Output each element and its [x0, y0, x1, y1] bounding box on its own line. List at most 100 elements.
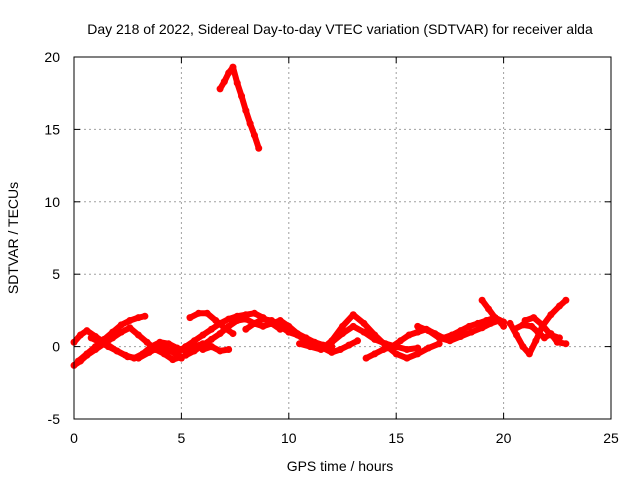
data-point [296, 340, 304, 348]
series-arc-7 [186, 309, 237, 338]
data-point [238, 92, 246, 100]
data-point [457, 327, 465, 335]
data-point [207, 335, 215, 343]
data-point [130, 354, 138, 362]
data-point [207, 343, 215, 351]
data-point [122, 351, 130, 359]
data-marks [70, 63, 570, 369]
data-point [485, 305, 493, 313]
data-point [182, 343, 190, 351]
data-point [328, 338, 336, 346]
data-point [414, 344, 422, 352]
data-point [371, 350, 379, 358]
data-point [126, 324, 134, 332]
data-point [255, 144, 263, 152]
x-tick-label: 0 [70, 430, 78, 446]
data-point [540, 334, 548, 342]
y-tick-label: 5 [52, 266, 60, 282]
series-arc-10 [296, 311, 443, 362]
data-point [76, 331, 84, 339]
data-point [379, 345, 387, 353]
data-point [388, 343, 396, 351]
data-point [139, 350, 147, 358]
data-point [199, 331, 207, 339]
data-point [457, 332, 465, 340]
data-point [403, 354, 411, 362]
data-point [424, 344, 432, 352]
data-point [91, 343, 99, 351]
data-point [212, 317, 220, 325]
data-point [156, 338, 164, 346]
data-point [109, 328, 117, 336]
data-point [246, 120, 254, 128]
data-point [360, 328, 368, 336]
data-point [478, 324, 486, 332]
data-point [547, 331, 555, 339]
data-point [525, 350, 533, 358]
plot-frame [73, 56, 612, 420]
data-point [134, 331, 142, 339]
series-arc-18 [216, 63, 263, 152]
data-point [512, 331, 520, 339]
data-point [87, 334, 95, 342]
y-tick-label: 20 [44, 49, 60, 65]
data-point [306, 343, 314, 351]
data-point [220, 78, 228, 86]
data-point [328, 348, 336, 356]
data-point [216, 85, 224, 93]
data-point [186, 314, 194, 322]
data-point [562, 340, 570, 348]
data-point [532, 337, 540, 345]
data-point [547, 311, 555, 319]
data-point [96, 338, 104, 346]
y-tick-label: 15 [44, 121, 60, 137]
x-axis-label: GPS time / hours [287, 458, 394, 474]
data-point [242, 325, 250, 333]
data-point [345, 341, 353, 349]
data-point [242, 107, 250, 115]
data-point [169, 356, 177, 364]
x-tick-label: 5 [178, 430, 186, 446]
data-point [190, 347, 198, 355]
data-point [562, 296, 570, 304]
data-point [414, 350, 422, 358]
series-arc-8 [199, 343, 233, 355]
series-arc-17 [521, 314, 563, 342]
series-arc-14 [478, 296, 508, 330]
data-point [500, 322, 508, 330]
data-point [446, 337, 454, 345]
data-point [349, 311, 357, 319]
data-point [117, 328, 125, 336]
data-point [268, 317, 276, 325]
data-point [104, 343, 112, 351]
data-point [220, 324, 228, 332]
data-point [538, 321, 546, 329]
data-point [207, 325, 215, 333]
data-point [467, 328, 475, 336]
data-point [360, 319, 368, 327]
data-point [143, 338, 151, 346]
data-point [225, 315, 233, 323]
data-point [165, 340, 173, 348]
data-point [474, 319, 482, 327]
data-point [478, 296, 486, 304]
data-point [233, 79, 241, 87]
data-point [487, 319, 495, 327]
data-point [435, 334, 443, 342]
x-tick-label: 10 [281, 430, 297, 446]
y-tick-label: 0 [52, 339, 60, 355]
data-point [293, 331, 301, 339]
axis-ticks: 0 5 10 15 20 25 -5 0 5 10 15 20 [44, 49, 619, 446]
y-tick-label: 10 [44, 194, 60, 210]
y-axis-label: SDTVAR / TECUs [5, 182, 21, 294]
x-tick-label: 25 [603, 430, 619, 446]
data-point [362, 354, 370, 362]
data-point [141, 312, 149, 320]
y-tick-label: -5 [48, 411, 61, 427]
data-point [147, 343, 155, 351]
data-point [225, 345, 233, 353]
data-point [199, 345, 207, 353]
data-point [195, 309, 203, 317]
data-point [250, 131, 258, 139]
